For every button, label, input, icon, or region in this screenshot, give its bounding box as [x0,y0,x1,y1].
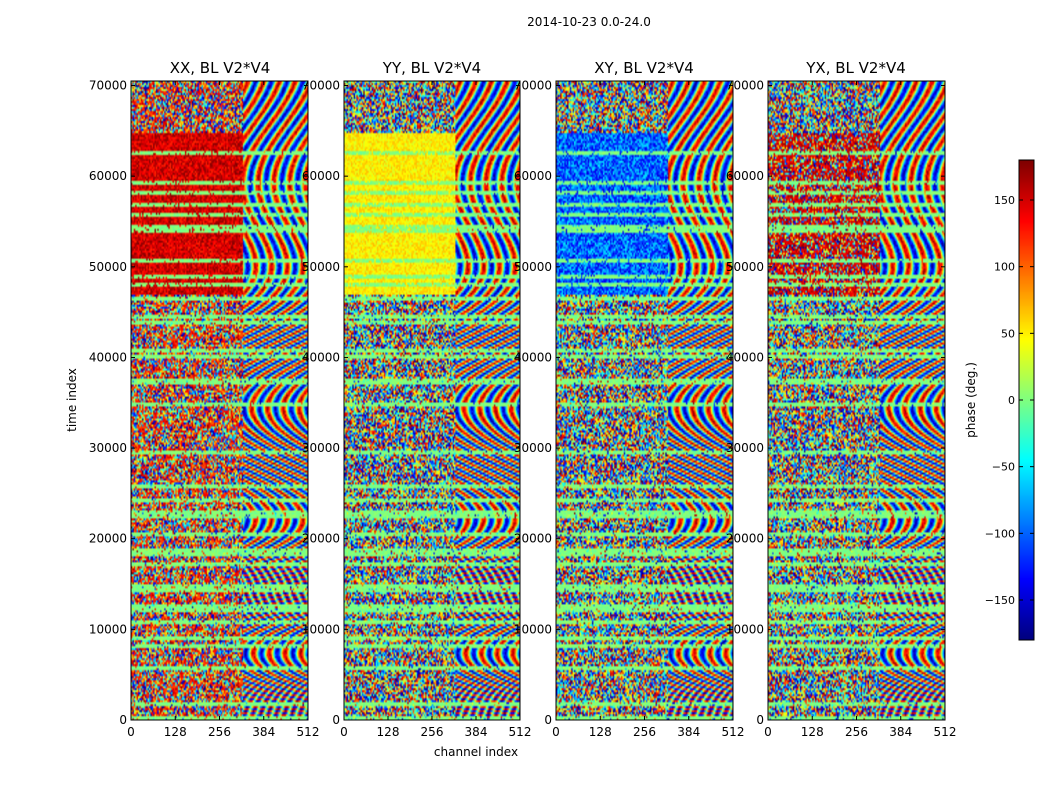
y-tick-label: 50000 [726,260,764,274]
y-tick-label: 70000 [302,79,340,93]
x-tick-label: 0 [764,725,772,739]
x-tick-label: 128 [377,725,400,739]
colorbar-tick-label: 50 [1001,327,1015,340]
phase-heatmap-xy [556,81,733,720]
x-tick-label: 0 [340,725,348,739]
x-tick-label: 128 [164,725,187,739]
panel-yx: YX, BL V2*V4 [767,59,946,721]
x-tick-label: 128 [589,725,612,739]
y-tick-label: 20000 [514,532,552,546]
colorbar-gradient [1019,160,1034,640]
y-tick-label: 60000 [89,169,127,183]
x-tick-label: 384 [465,725,488,739]
y-tick-label: 70000 [89,79,127,93]
panel-title: YX, BL V2*V4 [805,59,906,77]
x-tick-label: 384 [252,725,275,739]
y-tick-label: 40000 [514,350,552,364]
x-tick-label: 384 [677,725,700,739]
x-axis-label: channel index [434,745,518,759]
y-tick-label: 30000 [89,441,127,455]
y-tick-label: 30000 [302,441,340,455]
panel-title: YY, BL V2*V4 [382,59,481,77]
x-tick-label: 256 [208,725,231,739]
colorbar-tick-label: 0 [1008,394,1015,407]
x-tick-label: 0 [127,725,135,739]
panel-yy: YY, BL V2*V4 [343,59,521,721]
y-tick-label: 0 [332,713,340,727]
x-tick-label: 128 [801,725,824,739]
y-tick-label: 10000 [514,622,552,636]
y-tick-label: 0 [544,713,552,727]
y-tick-label: 30000 [514,441,552,455]
y-tick-label: 50000 [302,260,340,274]
y-tick-label: 70000 [514,79,552,93]
y-tick-label: 40000 [89,350,127,364]
y-tick-label: 60000 [302,169,340,183]
x-tick-label: 512 [722,725,745,739]
y-tick-label: 20000 [89,532,127,546]
x-tick-label: 512 [297,725,320,739]
y-tick-label: 50000 [89,260,127,274]
panel-title: XY, BL V2*V4 [594,59,694,77]
colorbar-tick-label: 100 [994,261,1015,274]
y-tick-label: 0 [119,713,127,727]
y-tick-label: 60000 [726,169,764,183]
x-tick-label: 384 [889,725,912,739]
y-tick-label: 40000 [302,350,340,364]
y-tick-label: 10000 [89,622,127,636]
phase-heatmap-yy [344,81,520,720]
colorbar-tick-label: −150 [985,594,1015,607]
x-tick-label: 256 [845,725,868,739]
y-tick-label: 40000 [726,350,764,364]
colorbar-ticks: 150 100 50 0 −50 −100 −150 [985,194,1034,607]
y-tick-label: 30000 [726,441,764,455]
panel-xy: XY, BL V2*V4 [555,59,734,721]
colorbar-tick-label: −100 [985,527,1015,540]
y-tick-label: 10000 [726,622,764,636]
y-tick-label: 20000 [302,532,340,546]
x-tick-label: 256 [633,725,656,739]
axis-ticks: 0 128 256 384 512 0 10000 20000 30000 40000 50000 6… [89,79,957,739]
y-tick-label: 50000 [514,260,552,274]
x-tick-label: 512 [934,725,957,739]
y-tick-label: 0 [756,713,764,727]
panel-title: XX, BL V2*V4 [170,59,271,77]
colorbar-label: phase (deg.) [964,362,978,438]
colorbar: 150 100 50 0 −50 −100 −150 phase (deg.) [964,159,1035,641]
phase-heatmap-yx [768,81,945,720]
y-tick-label: 60000 [514,169,552,183]
x-tick-label: 256 [421,725,444,739]
y-tick-label: 20000 [726,532,764,546]
phase-heatmap-xx [131,81,308,720]
x-tick-label: 512 [509,725,532,739]
panel-xx: XX, BL V2*V4 [130,59,309,721]
x-tick-label: 0 [552,725,560,739]
colorbar-tick-label: 150 [994,194,1015,207]
y-axis-label: time index [65,368,79,432]
y-tick-label: 10000 [302,622,340,636]
y-tick-label: 70000 [726,79,764,93]
suptitle: 2014-10-23 0.0-24.0 [527,15,651,29]
colorbar-tick-label: −50 [992,461,1015,474]
